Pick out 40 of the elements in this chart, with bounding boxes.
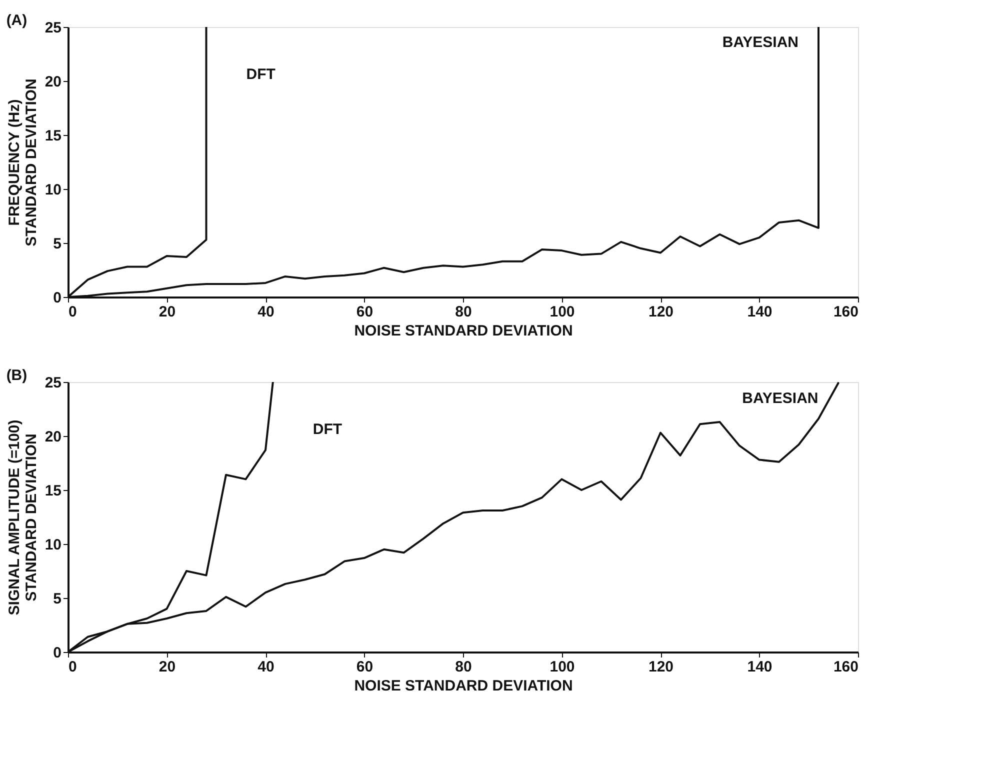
x-tick-label: 60 (356, 304, 374, 320)
x-tick-label: 60 (356, 658, 374, 676)
y-tick-label: 20 (44, 428, 62, 446)
x-tick-label: 80 (455, 658, 472, 676)
y-tick-label: 10 (44, 536, 62, 554)
x-axis-title: NOISE STANDARD DEVIATION (354, 678, 573, 694)
x-tick-label: 0 (68, 658, 77, 676)
chart-title: (A) (6, 12, 28, 29)
text: DFT (246, 66, 276, 83)
y-tick-label: 0 (53, 644, 62, 662)
x-tick-label: 40 (258, 304, 274, 320)
x-tick-label: 100 (550, 658, 575, 676)
x-tick-label: 120 (648, 658, 674, 676)
y-tick-label: 25 (44, 374, 62, 392)
x-tick-label: 140 (747, 658, 772, 676)
chart-title: (B) (6, 367, 28, 384)
x-tick-label: 100 (550, 304, 575, 320)
text: DFT (312, 421, 342, 438)
x-tick-label: 160 (833, 658, 858, 676)
x-tick-label: 20 (158, 304, 176, 320)
y-tick-label: 25 (44, 20, 62, 36)
y-tick-label: 15 (44, 128, 62, 144)
y-tick-label: 0 (53, 290, 62, 306)
x-tick-label: 40 (258, 658, 274, 676)
x-tick-label: 0 (68, 304, 77, 320)
x-tick-label: 120 (648, 304, 674, 320)
y-tick-label: 5 (53, 236, 62, 252)
y-axis-title: SIGNAL AMPLITUDE (=100) STANDARD DEVIATION (6, 420, 40, 616)
y-axis-title: FREQUENCY (Hz) STANDARD DEVIATION (6, 78, 40, 246)
y-tick-label: 15 (44, 482, 62, 500)
y-tick-label: 20 (44, 74, 62, 90)
x-axis-title: NOISE STANDARD DEVIATION (354, 322, 573, 340)
series-label: BAYESIAN (742, 390, 818, 408)
x-tick-label: 140 (747, 304, 772, 320)
x-tick-label: 80 (455, 304, 472, 320)
x-tick-label: 160 (833, 304, 858, 320)
y-tick-label: 10 (44, 182, 62, 198)
x-tick-label: 20 (158, 658, 176, 676)
series-label: BAYESIAN (722, 34, 798, 51)
y-tick-label: 5 (53, 590, 62, 608)
